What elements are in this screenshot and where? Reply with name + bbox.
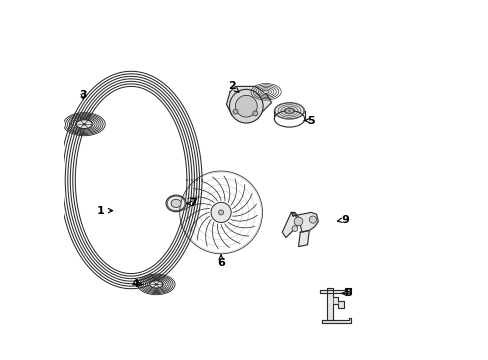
Text: 9: 9 bbox=[337, 215, 348, 225]
Text: 7: 7 bbox=[186, 198, 197, 208]
Polygon shape bbox=[320, 288, 350, 293]
Ellipse shape bbox=[235, 95, 257, 117]
Ellipse shape bbox=[291, 226, 297, 231]
Ellipse shape bbox=[232, 109, 238, 114]
Ellipse shape bbox=[83, 123, 85, 125]
Text: 2: 2 bbox=[227, 81, 239, 92]
Ellipse shape bbox=[171, 199, 181, 207]
Text: 5: 5 bbox=[304, 116, 314, 126]
Polygon shape bbox=[291, 212, 318, 232]
Text: 8: 8 bbox=[341, 288, 351, 298]
Ellipse shape bbox=[155, 284, 157, 285]
Polygon shape bbox=[326, 288, 343, 320]
Text: 4: 4 bbox=[131, 279, 142, 289]
Ellipse shape bbox=[211, 202, 231, 222]
Ellipse shape bbox=[218, 210, 223, 215]
Polygon shape bbox=[321, 318, 350, 323]
Polygon shape bbox=[298, 230, 309, 247]
Ellipse shape bbox=[274, 103, 304, 119]
Ellipse shape bbox=[309, 216, 316, 223]
Ellipse shape bbox=[285, 108, 293, 113]
Text: 6: 6 bbox=[217, 255, 224, 268]
Ellipse shape bbox=[252, 111, 257, 116]
Polygon shape bbox=[226, 86, 271, 121]
Text: 3: 3 bbox=[79, 90, 87, 100]
Polygon shape bbox=[282, 212, 300, 238]
Ellipse shape bbox=[263, 90, 268, 94]
Ellipse shape bbox=[229, 89, 263, 123]
Ellipse shape bbox=[166, 195, 186, 212]
Ellipse shape bbox=[149, 281, 163, 288]
Ellipse shape bbox=[76, 120, 92, 129]
Text: 1: 1 bbox=[97, 206, 112, 216]
Ellipse shape bbox=[294, 217, 302, 226]
